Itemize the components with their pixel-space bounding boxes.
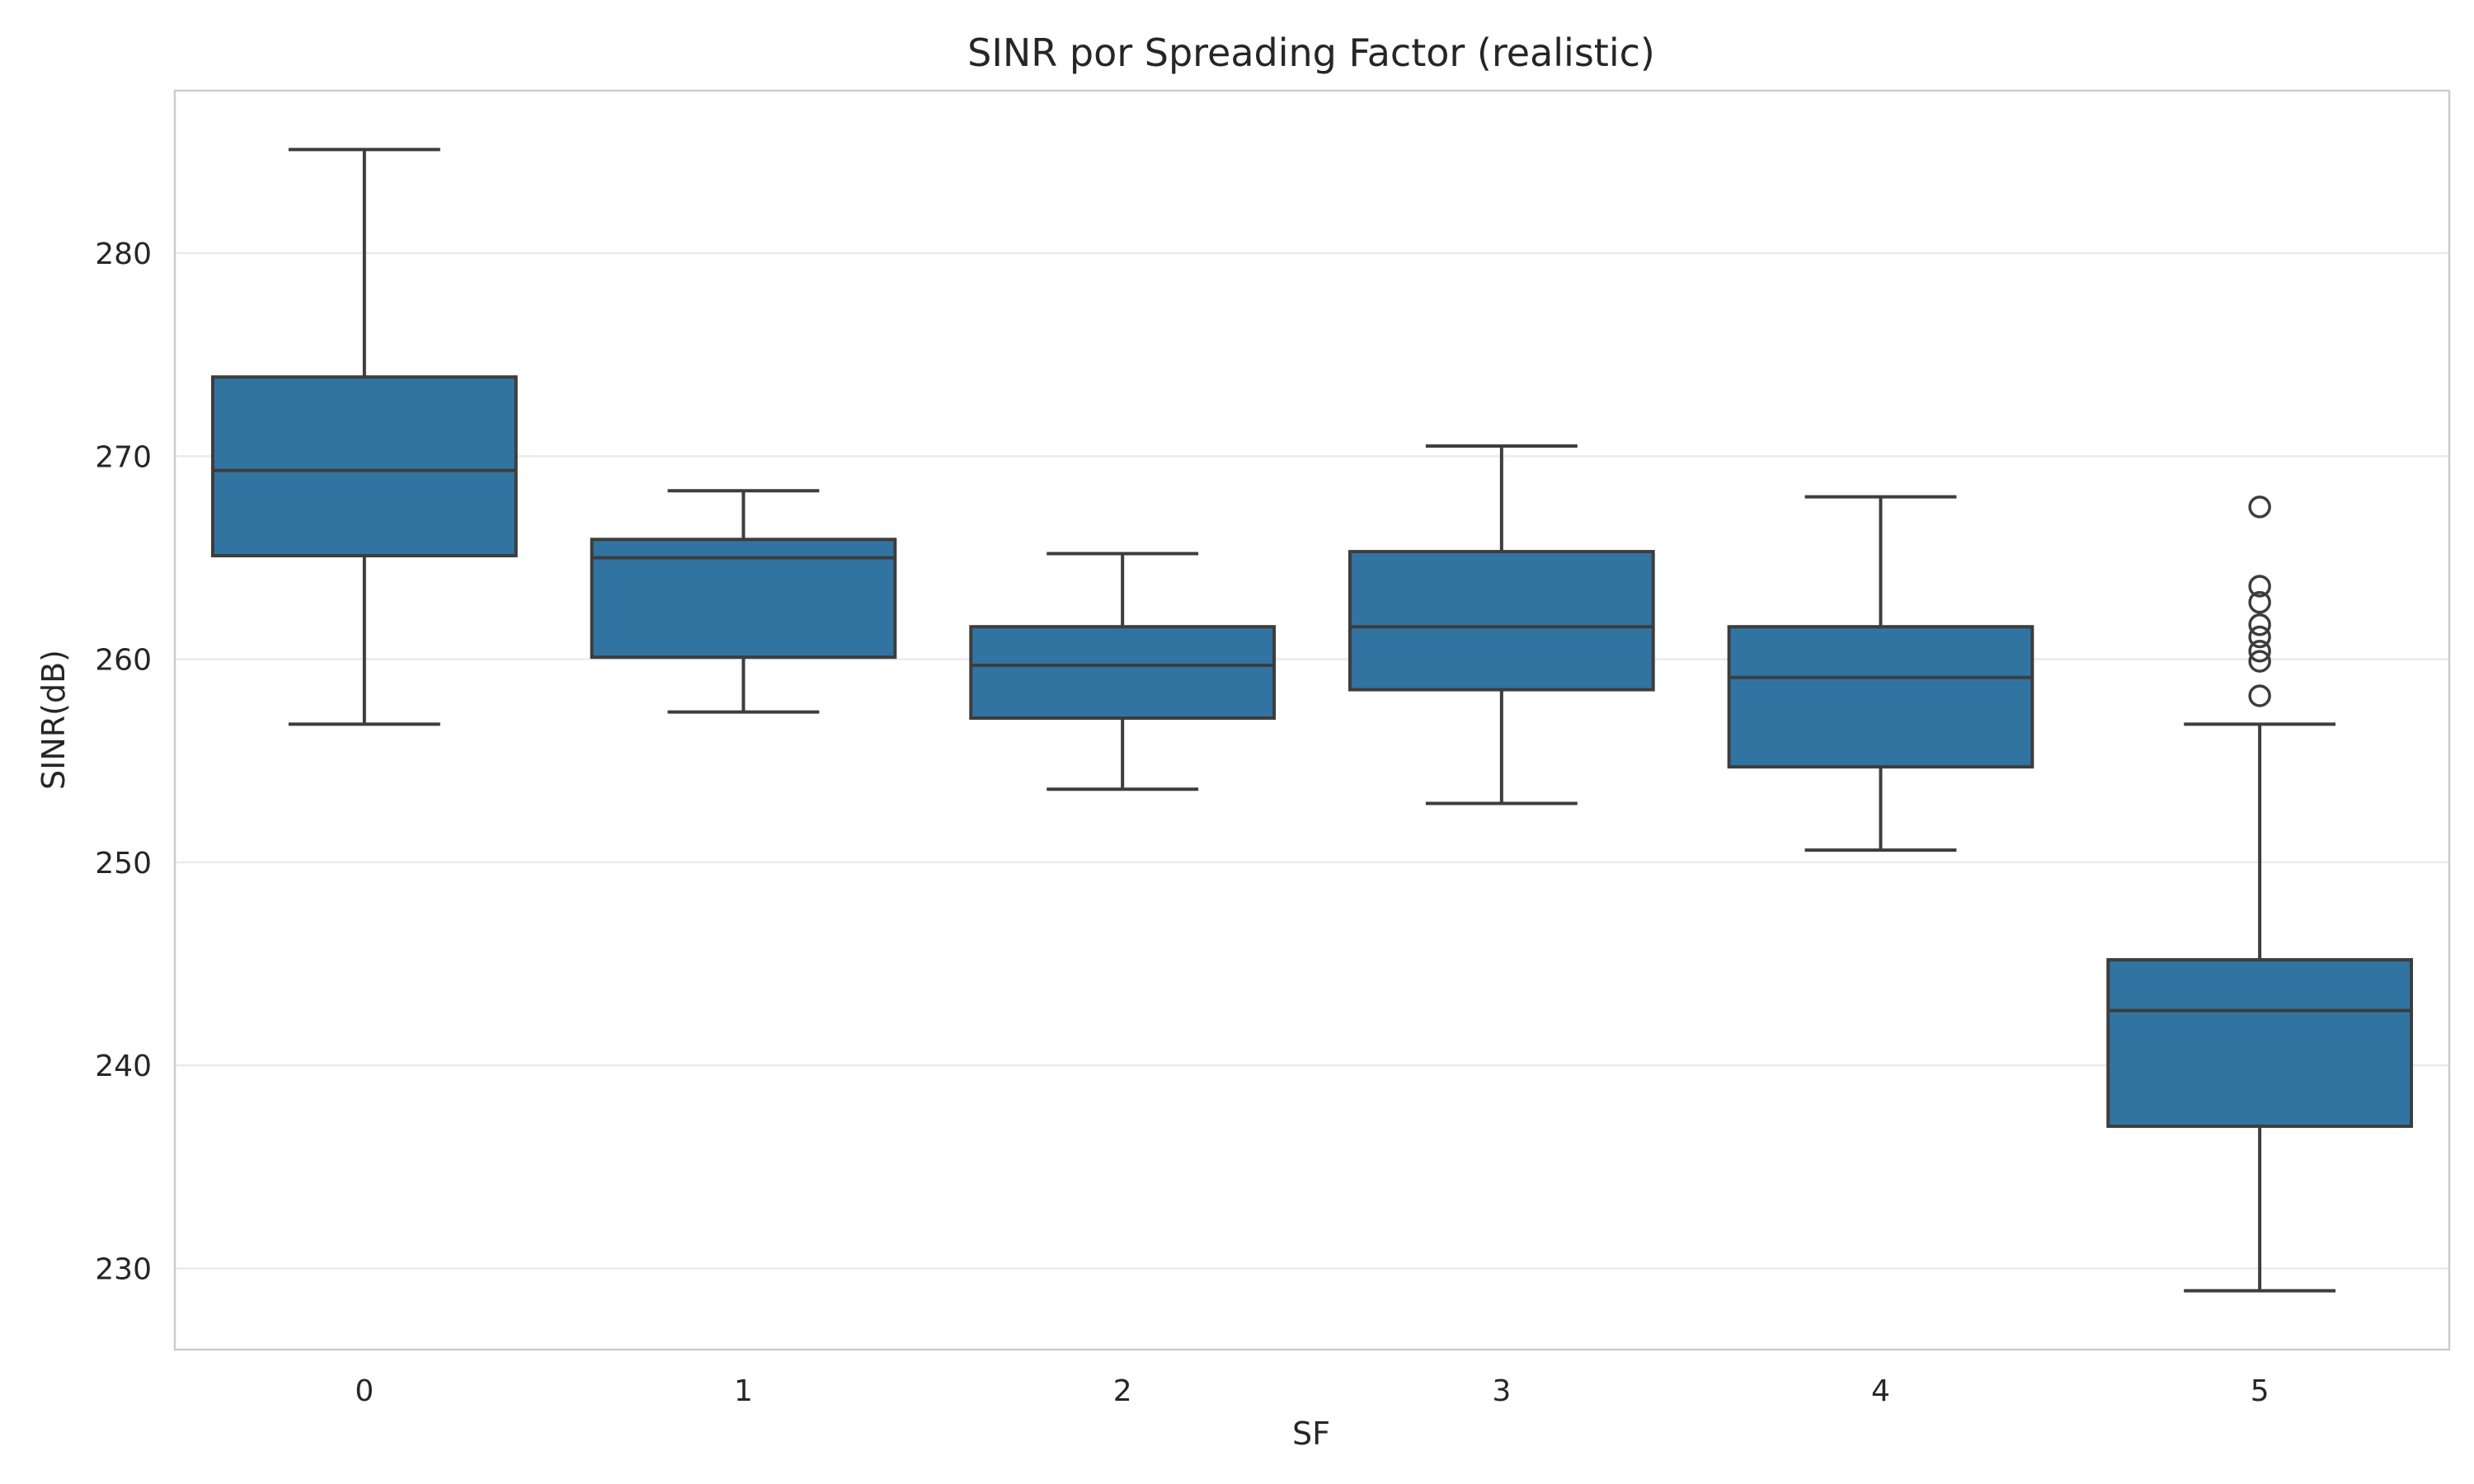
box-iqr <box>969 625 1277 721</box>
x-tick-label: 4 <box>1871 1374 1890 1408</box>
y-tick-label: 280 <box>95 237 152 271</box>
y-tick-label: 270 <box>95 440 152 474</box>
x-axis-ticks: 0 1 2 3 4 5 <box>355 1374 2269 1408</box>
box-group <box>210 148 518 726</box>
outlier-point <box>2248 625 2271 649</box>
outlier-point <box>2248 495 2271 519</box>
x-tick-label: 3 <box>1492 1374 1511 1408</box>
box-series <box>210 148 2414 1293</box>
x-tick-label: 2 <box>1113 1374 1132 1408</box>
y-tick-label: 240 <box>95 1050 152 1083</box>
x-axis-label: SF <box>1292 1416 1330 1452</box>
y-axis-ticks: 230 240 250 260 270 280 <box>95 237 152 1286</box>
box-group <box>1727 495 2034 852</box>
y-tick-label: 230 <box>95 1252 152 1286</box>
plot-frame <box>173 89 2451 1351</box>
outlier-point <box>2248 613 2271 636</box>
box-iqr <box>1727 625 2034 769</box>
box-iqr <box>1348 550 1655 692</box>
box-iqr <box>210 375 518 558</box>
grid-lines <box>175 251 2449 1270</box>
y-tick-label: 250 <box>95 847 152 881</box>
box-group <box>1348 444 1655 805</box>
outlier-point <box>2248 640 2271 663</box>
box-group <box>2106 495 2414 1293</box>
box-group <box>590 489 897 714</box>
chart-title: SINR por Spreading Factor (realistic) <box>967 31 1655 75</box>
outlier-point <box>2248 684 2271 707</box>
x-tick-label: 0 <box>355 1374 374 1408</box>
outlier-point <box>2248 650 2271 673</box>
outlier-point <box>2248 575 2271 598</box>
box-group <box>969 552 1277 791</box>
box-iqr <box>2106 958 2414 1129</box>
y-axis-label: SINR(dB) <box>35 650 72 790</box>
outlier-point <box>2248 590 2271 614</box>
x-tick-label: 5 <box>2251 1374 2269 1408</box>
y-tick-label: 260 <box>95 644 152 678</box>
x-tick-label: 1 <box>734 1374 753 1408</box>
